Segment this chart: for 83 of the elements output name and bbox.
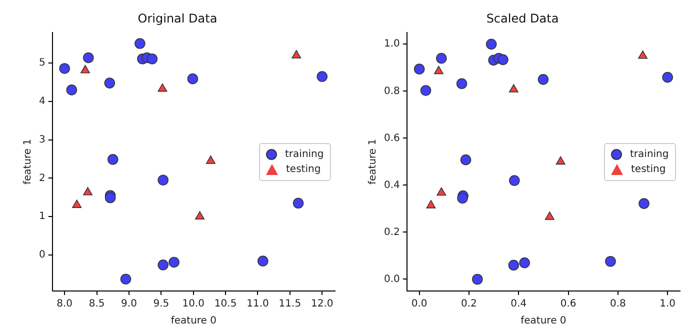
y-tick-label: 5	[38, 58, 46, 69]
x-tick-label: 10.0	[182, 298, 204, 310]
point	[80, 64, 90, 74]
point	[472, 274, 483, 285]
point	[187, 73, 198, 84]
point	[605, 256, 616, 267]
x-tick-label: 9.5	[153, 298, 170, 310]
x-axis-title: feature 0	[520, 316, 566, 327]
point	[486, 38, 497, 50]
point	[426, 200, 436, 208]
x-tick-label: 0.2	[461, 298, 477, 310]
point	[168, 256, 180, 268]
y-axis-title: feature 1	[368, 138, 379, 185]
y-tick-label: 0.8	[384, 86, 400, 97]
point	[544, 212, 554, 220]
point	[104, 192, 116, 204]
point	[556, 156, 566, 165]
x-tick-label: 0.6	[560, 298, 576, 310]
point	[498, 54, 508, 66]
point	[158, 83, 168, 92]
y-tick-label: 1.0	[384, 38, 400, 50]
y-tick-label: 0.2	[384, 226, 400, 238]
point	[292, 50, 302, 58]
x-tick-label: 12.0	[310, 298, 334, 310]
point	[257, 256, 268, 266]
point	[420, 85, 432, 96]
y-tick-label: 4	[38, 96, 46, 108]
point	[316, 71, 328, 82]
y-tick-label: 0.0	[384, 274, 400, 285]
x-axis-title: feature 0	[170, 316, 217, 327]
point	[104, 78, 116, 88]
chart-title: Scaled Data	[486, 11, 559, 26]
point	[158, 174, 168, 186]
x-tick-label: 0.8	[610, 298, 626, 310]
x-tick-label: 8.0	[56, 298, 73, 310]
y-tick-label: 1	[38, 211, 46, 222]
point	[292, 198, 304, 209]
y-axis-title: feature 1	[22, 138, 34, 185]
x-tick-label: 11.0	[246, 298, 269, 310]
point	[662, 72, 673, 83]
point	[638, 50, 648, 59]
legend-label: testing	[631, 162, 666, 177]
point	[134, 38, 146, 49]
point	[460, 154, 472, 166]
point	[206, 156, 216, 164]
x-tick-label: 11.5	[278, 298, 302, 310]
point	[638, 198, 650, 209]
legend-label: training	[630, 148, 669, 162]
point	[509, 175, 520, 186]
y-tick-label: 3	[38, 134, 46, 146]
point	[195, 211, 205, 220]
point	[508, 260, 520, 271]
y-tick-label: 0	[38, 250, 46, 261]
x-tick-label: 1.0	[660, 298, 676, 310]
point	[72, 200, 82, 208]
point	[107, 154, 118, 165]
point	[66, 84, 78, 96]
chart-title: Original Data	[138, 11, 218, 26]
x-tick-label: 9.0	[121, 298, 137, 310]
x-tick-label: 10.5	[214, 298, 237, 310]
point	[538, 74, 549, 85]
y-tick-label: 2	[38, 172, 46, 184]
point	[508, 84, 518, 92]
legend-label: testing	[286, 162, 321, 177]
point	[519, 257, 530, 268]
point	[436, 52, 447, 64]
point	[83, 52, 94, 64]
point	[434, 66, 444, 74]
y-tick-label: 0.6	[384, 132, 400, 144]
point	[146, 53, 158, 64]
x-tick-label: 0.0	[411, 298, 428, 310]
point	[158, 260, 168, 270]
point	[436, 187, 446, 196]
y-tick-label: 0.4	[384, 180, 400, 191]
point	[59, 63, 70, 74]
x-tick-label: 0.4	[510, 298, 527, 310]
point	[456, 78, 468, 90]
point	[83, 186, 93, 196]
legend-label: training	[285, 148, 324, 162]
point	[457, 192, 468, 204]
point	[414, 64, 425, 74]
x-tick-label: 8.5	[88, 298, 105, 310]
point	[120, 274, 132, 285]
